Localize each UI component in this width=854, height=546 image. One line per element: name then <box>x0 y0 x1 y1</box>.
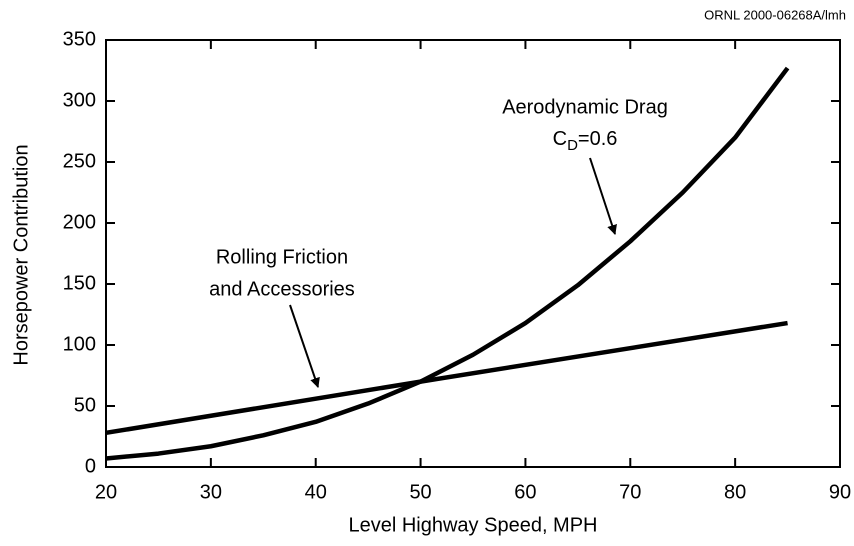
curve <box>105 66 790 461</box>
arrow <box>289 304 320 388</box>
y-tick-label: 250 <box>63 150 96 172</box>
annotation: Rolling Friction <box>216 246 348 268</box>
y-tick-label: 100 <box>63 333 96 355</box>
y-tick-label: 350 <box>63 28 96 50</box>
annotation: Aerodynamic Drag <box>502 96 668 118</box>
x-tick-label: 20 <box>95 481 117 503</box>
y-tick-label: 150 <box>63 272 96 294</box>
y-tick-label: 0 <box>85 455 96 477</box>
annotation-part: C <box>553 128 567 150</box>
x-tick-label: 60 <box>514 481 536 503</box>
y-tick-label: 200 <box>63 211 96 233</box>
arrow <box>589 157 617 235</box>
plot-frame <box>105 39 841 468</box>
credit: ORNL 2000-06268A/lmh <box>704 7 846 22</box>
x-tick-label: 40 <box>305 481 327 503</box>
y-tick-label: 300 <box>63 89 96 111</box>
x-tick-label: 80 <box>724 481 746 503</box>
x-tick-label: 30 <box>200 481 222 503</box>
annotation: CD=0.6 <box>553 128 618 154</box>
curve <box>105 320 788 436</box>
x-tick-label: 50 <box>409 481 431 503</box>
x-axis-label: Level Highway Speed, MPH <box>348 514 597 536</box>
y-axis-label: Horsepower Contribution <box>10 144 32 365</box>
annotation-part: =0.6 <box>578 128 617 150</box>
x-tick-label: 70 <box>619 481 641 503</box>
annotation-subscript: D <box>567 137 578 154</box>
annotation: and Accessories <box>209 278 355 300</box>
y-tick-label: 50 <box>74 394 96 416</box>
x-tick-label: 90 <box>829 481 851 503</box>
